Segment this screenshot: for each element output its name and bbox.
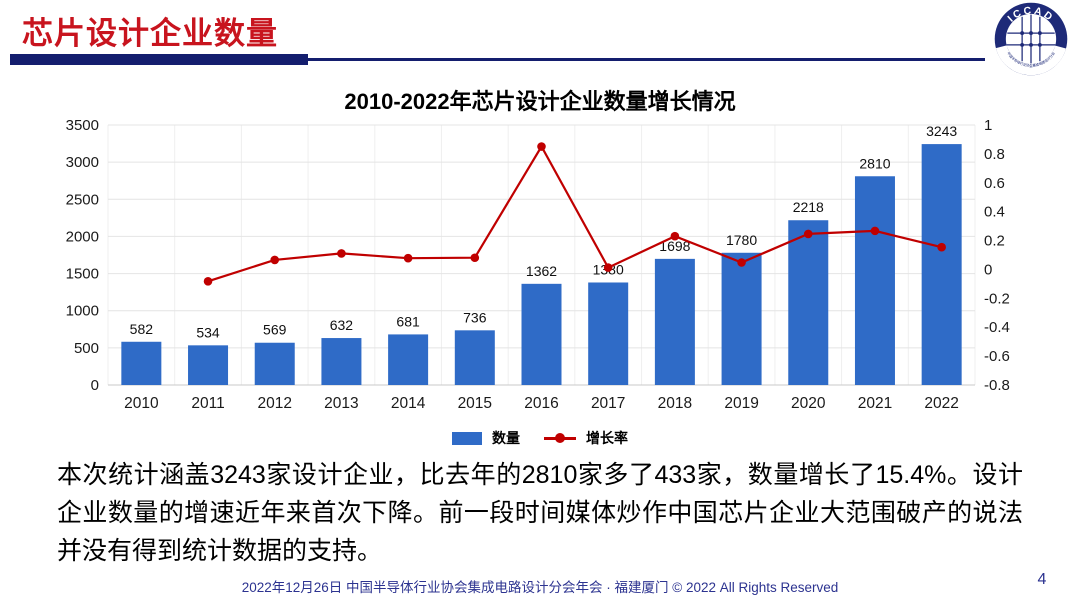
bar-value-label-2014: 681 xyxy=(396,313,420,329)
title-underline-thick xyxy=(10,54,308,65)
growth-point-2012 xyxy=(270,255,280,265)
legend-growth-line-icon xyxy=(544,433,576,443)
left-axis-tick-label: 3000 xyxy=(66,154,99,171)
left-axis-tick-label: 2000 xyxy=(66,228,99,245)
right-axis-tick-label: -0.8 xyxy=(984,377,1010,394)
bar-2012 xyxy=(254,342,295,385)
bar-2011 xyxy=(188,345,229,385)
bar-2021 xyxy=(854,176,895,385)
left-axis-tick-label: 1500 xyxy=(66,266,99,283)
right-axis-tick-label: 0.8 xyxy=(984,146,1005,163)
x-axis-label-2016: 2016 xyxy=(524,395,558,412)
right-axis-tick-label: -0.6 xyxy=(984,348,1010,365)
logo-circuit-dots xyxy=(1020,31,1042,47)
bar-value-label-2012: 569 xyxy=(263,322,287,338)
bar-value-label-2013: 632 xyxy=(330,317,354,333)
bar-value-label-2015: 736 xyxy=(463,309,487,325)
bar-value-label-2020: 2218 xyxy=(793,199,824,215)
bar-2015 xyxy=(454,330,495,385)
left-axis-tick-label: 0 xyxy=(91,377,99,394)
right-axis-tick-label: -0.2 xyxy=(984,290,1010,307)
growth-point-2021 xyxy=(870,226,880,236)
growth-point-2014 xyxy=(403,253,413,263)
bar-2016 xyxy=(521,283,562,385)
x-axis-label-2021: 2021 xyxy=(858,395,892,412)
growth-point-2015 xyxy=(470,253,480,263)
growth-chart: 0 500 1000 1500 2000 2500 3000 3500 1 0.8 0.6 0.4 0.… xyxy=(66,117,1010,412)
left-axis-tick-label: 2500 xyxy=(66,191,99,208)
footer-text: 2022年12月26日 中国半导体行业协会集成电路设计分会年会 · 福建厦门 ©… xyxy=(241,580,839,595)
x-axis-label-2012: 2012 xyxy=(257,395,291,412)
growth-point-2022 xyxy=(937,242,946,252)
bar-2020 xyxy=(788,220,829,385)
right-axis-tick-label: 0.4 xyxy=(984,204,1005,221)
growth-point-2019 xyxy=(737,258,746,267)
left-axis-tick-label: 3500 xyxy=(66,117,99,134)
x-axis-label-2014: 2014 xyxy=(391,395,426,412)
right-axis-tick-label: -0.4 xyxy=(984,319,1010,336)
page-number: 4 xyxy=(1037,571,1047,588)
growth-rate-line xyxy=(207,144,942,283)
right-axis-tick-label: 1 xyxy=(984,117,992,134)
x-axis-label-2013: 2013 xyxy=(324,395,358,412)
chart-legend: 数量 增长率 xyxy=(0,428,1080,448)
bar-value-label-2018: 1698 xyxy=(659,238,690,254)
x-axis-label-2010: 2010 xyxy=(124,395,159,412)
bar-value-label-2011: 534 xyxy=(196,324,220,340)
bar-2018 xyxy=(654,258,695,385)
logo-circuit-grid xyxy=(1006,14,1056,64)
right-axis-tick-label: 0.2 xyxy=(984,233,1005,250)
legend-growth-label: 增长率 xyxy=(586,430,628,446)
page-title: 芯片设计企业数量 xyxy=(22,16,278,51)
bar-value-label-2022: 3243 xyxy=(926,123,957,139)
summary-paragraph: 本次统计涵盖3243家设计企业，比去年的2810家多了433家，数量增长了15.… xyxy=(57,461,1023,565)
bar-2010 xyxy=(121,341,162,385)
left-axis-tick-label: 500 xyxy=(74,340,99,357)
growth-point-2017 xyxy=(603,263,613,272)
x-axis-label-2015: 2015 xyxy=(458,395,492,412)
bar-value-label-2010: 582 xyxy=(130,321,154,337)
growth-point-2013 xyxy=(337,249,346,258)
x-axis-label-2011: 2011 xyxy=(191,395,224,412)
bar-2017 xyxy=(588,282,629,385)
iccad-logo-icon: ICCAD 中国半导体行业协会集成电路设计分会 xyxy=(994,2,1068,76)
bar-value-label-2019: 1780 xyxy=(726,232,757,248)
growth-point-2016 xyxy=(537,142,546,151)
right-axis-tick-label: 0.6 xyxy=(984,175,1005,192)
growth-point-2020 xyxy=(803,229,813,239)
bar-2019 xyxy=(721,252,762,385)
growth-point-2018 xyxy=(670,231,680,241)
legend-quantity-swatch-icon xyxy=(452,431,482,445)
chart-title: 2010-2022年芯片设计企业数量增长情况 xyxy=(344,89,736,114)
x-axis-label-2017: 2017 xyxy=(591,395,625,412)
bar-2013 xyxy=(321,338,362,385)
logo-bottom-band xyxy=(994,2,1068,76)
right-axis-tick-label: 0 xyxy=(984,261,992,278)
bar-2014 xyxy=(388,334,429,385)
x-axis-label-2022: 2022 xyxy=(924,395,958,412)
legend-quantity-label: 数量 xyxy=(492,430,520,446)
bar-2022 xyxy=(921,144,962,385)
title-underline-thin xyxy=(308,58,985,61)
bar-value-label-2016: 1362 xyxy=(526,263,557,279)
growth-point-2011 xyxy=(203,276,213,286)
bar-value-label-2021: 2810 xyxy=(859,155,890,171)
x-axis-label-2018: 2018 xyxy=(658,395,692,412)
left-axis-tick-label: 1000 xyxy=(66,303,99,320)
x-axis-label-2020: 2020 xyxy=(791,395,826,412)
x-axis-label-2019: 2019 xyxy=(724,395,758,412)
